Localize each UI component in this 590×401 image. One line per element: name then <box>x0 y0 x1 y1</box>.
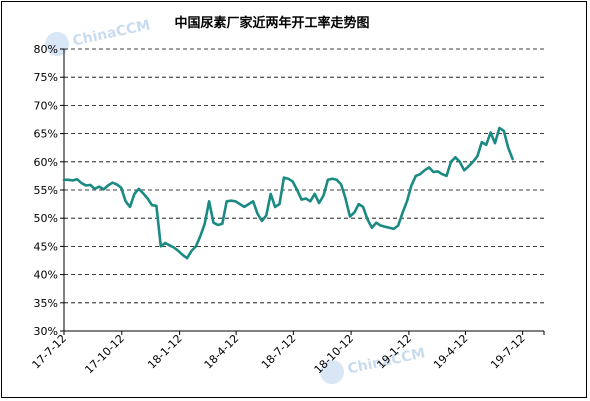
x-axis-ticks: 17-7-12 17-10-12 18-1-12 18-4-12 18-7-12 18-1… <box>30 331 545 377</box>
watermark-logo: ChinaCCM <box>45 17 152 56</box>
watermark-layer: ChinaCCM ChinaCCM <box>45 17 427 384</box>
y-tick-label: 45% <box>34 240 58 253</box>
y-tick-label: 55% <box>34 184 58 197</box>
y-tick-label: 80% <box>34 43 58 56</box>
y-tick-label: 70% <box>34 99 58 112</box>
series-line <box>62 126 514 260</box>
x-tick-label: 19-4-12 <box>431 332 471 372</box>
chart-title: 中国尿素厂家近两年开工率走势图 <box>174 15 369 31</box>
y-tick-label: 60% <box>34 156 58 169</box>
x-tick-label: 18-1-12 <box>145 332 185 372</box>
x-tick-label: 18-7-12 <box>259 332 299 372</box>
watermark-text: ChinaCCM <box>71 17 152 49</box>
y-tick-label: 30% <box>34 325 58 338</box>
y-tick-label: 50% <box>34 212 58 225</box>
y-tick-label: 65% <box>34 128 58 141</box>
y-tick-label: 35% <box>34 297 58 310</box>
x-tick-label: 18-4-12 <box>202 332 242 372</box>
y-tick-label: 40% <box>34 269 58 282</box>
x-tick-label: 17-10-12 <box>82 332 127 377</box>
gridlines <box>64 48 544 304</box>
y-tick-label: 75% <box>34 71 58 84</box>
y-axis-ticks: 30% 35% 40% 45% 50% 55% 60% 65% 70% 75% 80% <box>34 43 64 338</box>
series-layer <box>62 126 514 260</box>
x-tick-label: 19-7-12 <box>488 332 528 372</box>
